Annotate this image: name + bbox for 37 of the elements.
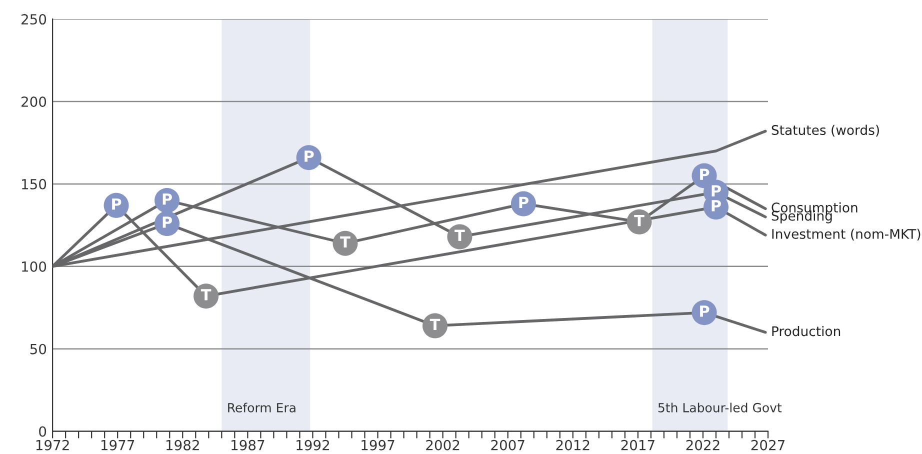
y-tick-label: 200 bbox=[22, 96, 46, 107]
data-label: P bbox=[304, 150, 314, 162]
data-label: P bbox=[519, 196, 528, 208]
series-label: Investment (nom-MKT) bbox=[772, 228, 920, 240]
x-tick-label: 1977 bbox=[101, 440, 134, 450]
data-label: P bbox=[712, 185, 721, 196]
y-tick-label: 150 bbox=[22, 178, 46, 190]
data-label: P bbox=[112, 198, 122, 210]
x-tick-label: 1987 bbox=[232, 440, 264, 450]
x-tick-label: 1972 bbox=[36, 440, 69, 450]
y-tick-label: 50 bbox=[30, 344, 46, 354]
y-tick-label: 250 bbox=[22, 14, 46, 25]
x-tick-label: 2017 bbox=[621, 440, 654, 450]
data-label: P bbox=[162, 216, 172, 228]
x-tick-label: 2007 bbox=[491, 440, 524, 450]
x-tick-label: 1982 bbox=[166, 440, 199, 450]
x-tick-label: 1997 bbox=[362, 440, 394, 450]
data-label: T bbox=[430, 318, 440, 330]
data-label: T bbox=[200, 289, 212, 300]
data-label: T bbox=[634, 214, 644, 226]
x-tick-label: 2027 bbox=[751, 440, 785, 450]
series-label: Production bbox=[772, 326, 840, 336]
data-label: P bbox=[712, 200, 721, 212]
data-label: T bbox=[340, 236, 350, 248]
series-label: Statutes (words) bbox=[772, 124, 879, 137]
x-tick-label: 2012 bbox=[556, 440, 590, 450]
band-label: 5th Labour-led Govt bbox=[658, 402, 782, 412]
y-tick-label: 0 bbox=[39, 426, 46, 437]
y-tick-label: 100 bbox=[22, 261, 46, 272]
x-tick-label: 1992 bbox=[296, 440, 330, 450]
x-tick-label: 2002 bbox=[426, 440, 460, 450]
x-tick-label: 2022 bbox=[686, 440, 720, 450]
data-label: P bbox=[700, 168, 710, 180]
data-label: P bbox=[162, 194, 172, 205]
data-label: P bbox=[700, 306, 710, 317]
band-label: Reform Era bbox=[228, 402, 296, 412]
data-label: T bbox=[454, 230, 465, 241]
